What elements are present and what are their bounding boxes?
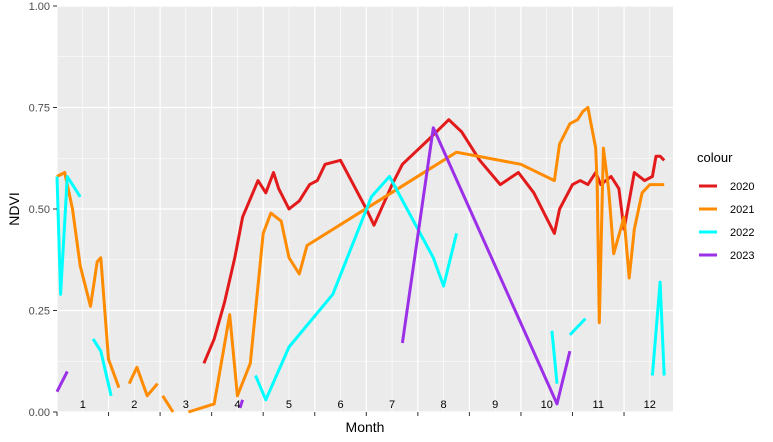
series-line-2022 — [55, 175, 82, 296]
series-line-2023 — [400, 126, 572, 406]
y-axis-title: NDVI — [6, 192, 22, 225]
month-label: 8 — [441, 399, 447, 411]
series-line-2022 — [550, 330, 559, 384]
month-label: 5 — [286, 399, 292, 411]
series-line-2022 — [91, 338, 113, 397]
y-tick-label: 0.50 — [29, 204, 50, 216]
legend: colour 2020 2021 2022 2023 — [697, 150, 754, 262]
month-label: 3 — [183, 399, 189, 411]
legend-label-2023: 2023 — [730, 250, 754, 262]
series-2023 — [55, 126, 572, 409]
month-labels: 1 2 3 4 5 6 7 8 9 10 11 12 — [80, 399, 656, 411]
series-line-2022 — [254, 175, 458, 402]
legend-title: colour — [697, 150, 733, 165]
month-label: 12 — [644, 399, 656, 411]
month-label: 4 — [234, 399, 240, 411]
y-tick-label: 0.25 — [29, 306, 50, 318]
series-2022 — [55, 175, 666, 402]
month-label: 7 — [389, 399, 395, 411]
y-tick-label: 0.75 — [29, 103, 50, 115]
series-line-2023 — [55, 370, 69, 393]
series-line-2021 — [187, 106, 665, 414]
month-label: 9 — [492, 399, 498, 411]
y-axis: 0.00 0.25 0.50 0.75 1.00 — [29, 1, 57, 419]
y-tick-label: 1.00 — [29, 1, 50, 13]
month-label: 11 — [593, 399, 604, 411]
series-line-2022 — [568, 317, 587, 336]
legend-label-2022: 2022 — [730, 227, 754, 239]
series-line-2022 — [650, 280, 666, 376]
y-tick-label: 0.00 — [29, 407, 50, 419]
series-line-2021 — [127, 365, 159, 398]
x-axis — [56, 412, 625, 416]
series-layer — [55, 106, 666, 414]
series-line-2023 — [238, 399, 245, 409]
legend-label-2020: 2020 — [730, 181, 754, 193]
month-label: 1 — [80, 399, 86, 411]
legend-label-2021: 2021 — [730, 204, 754, 216]
month-label: 2 — [131, 399, 137, 411]
series-line-2021 — [161, 394, 175, 413]
month-label: 6 — [337, 399, 343, 411]
month-label: 10 — [541, 399, 553, 411]
x-axis-title: Month — [346, 419, 385, 435]
